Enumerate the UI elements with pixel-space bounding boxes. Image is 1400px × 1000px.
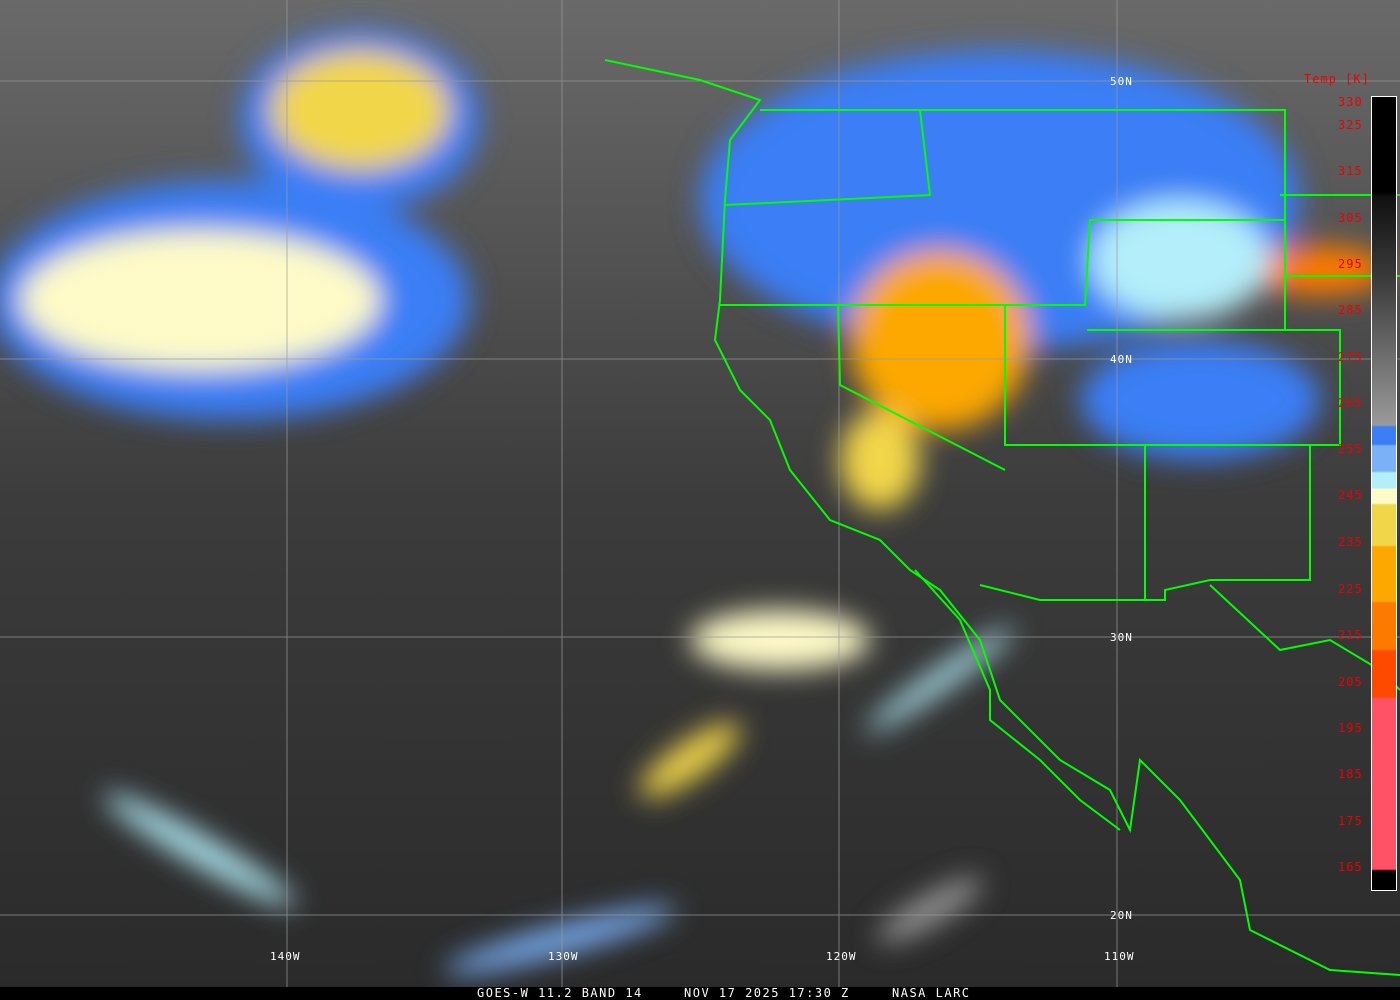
longitude-label-110w: 110W xyxy=(1104,950,1135,963)
colorbar-tick-label: 330 xyxy=(1338,95,1363,109)
political-borders xyxy=(604,59,1400,976)
colorbar-tick-label: 265 xyxy=(1338,396,1363,410)
longitude-label-120w: 120W xyxy=(826,950,857,963)
colorbar-tick-label: 275 xyxy=(1338,350,1363,364)
caption-source: NASA LARC xyxy=(892,986,971,1000)
colorbar-tick-label: 175 xyxy=(1338,814,1363,828)
colorbar-tick-label: 245 xyxy=(1338,488,1363,502)
colorbar-tick-label: 185 xyxy=(1338,767,1363,781)
caption-datetime: NOV 17 2025 17:30 Z xyxy=(684,986,850,1000)
colorbar-tick-label: 255 xyxy=(1338,442,1363,456)
longitude-label-130w: 130W xyxy=(548,950,579,963)
colorbar-tick-label: 215 xyxy=(1338,628,1363,642)
colorbar-tick-label: 205 xyxy=(1338,675,1363,689)
colorbar-tick-label: 325 xyxy=(1338,118,1363,132)
latitude-label-40n: 40N xyxy=(1110,353,1133,366)
colorbar-tick-label: 305 xyxy=(1338,211,1363,225)
colorbar-tick-label: 165 xyxy=(1338,860,1363,874)
longitude-label-140w: 140W xyxy=(270,950,301,963)
latitude-label-50n: 50N xyxy=(1110,75,1133,88)
caption-satellite-band: GOES-W 11.2 BAND 14 xyxy=(477,986,643,1000)
colorbar-tick-label: 295 xyxy=(1338,257,1363,271)
image-caption-bar: GOES-W 11.2 BAND 14 NOV 17 2025 17:30 Z … xyxy=(0,987,1400,1000)
cloud-cover xyxy=(0,30,1390,974)
colorbar-tick-label: 235 xyxy=(1338,535,1363,549)
colorbar-tick-label: 285 xyxy=(1338,303,1363,317)
latitude-label-20n: 20N xyxy=(1110,909,1133,922)
legend-title: Temp [K] xyxy=(1304,72,1370,86)
colorbar-tick-label: 195 xyxy=(1338,721,1363,735)
colorbar-tick-label: 225 xyxy=(1338,582,1363,596)
colorbar-tick-label: 315 xyxy=(1338,164,1363,178)
latitude-label-30n: 30N xyxy=(1110,631,1133,644)
temperature-colorbar xyxy=(1371,96,1397,891)
